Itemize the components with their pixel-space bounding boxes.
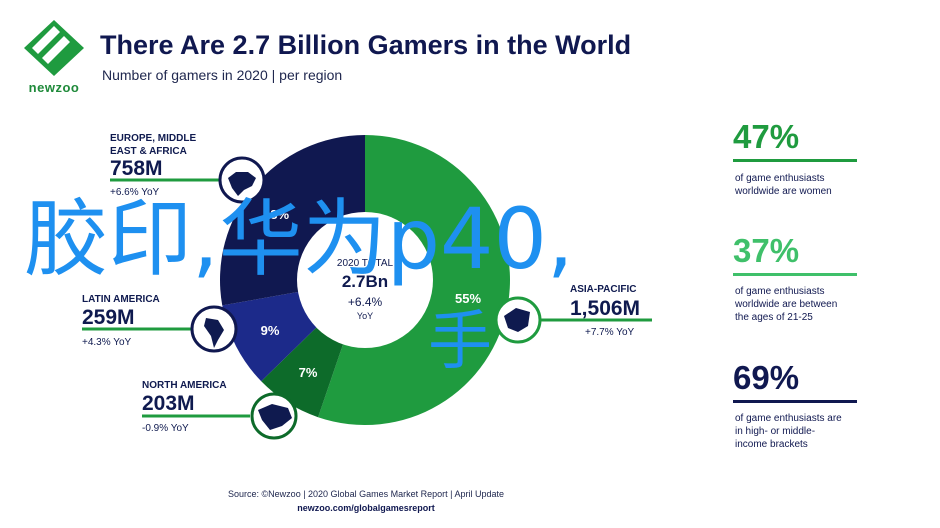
fact-age-line2: worldwide are between (735, 299, 838, 310)
apac-map-icon (494, 296, 542, 344)
center-total: 2.7Bn (341, 272, 389, 291)
donut-hole (297, 212, 433, 348)
emea-region-growth: +6.6% YoY (110, 187, 160, 198)
apac-region-name: ASIA-PACIFIC (570, 284, 637, 295)
fact-income-line1: of game enthusiasts are (735, 413, 842, 424)
na-percent-label: 7% (298, 365, 318, 380)
na-region-growth: -0.9% YoY (142, 423, 189, 434)
na-region-value: 203M (142, 392, 195, 415)
emea-name-line2: EAST & AFRICA (110, 146, 187, 157)
page-title: There Are 2.7 Billion Gamers in the Worl… (100, 30, 632, 60)
fact-income-divider (733, 400, 857, 403)
na-region-name: NORTH AMERICA (142, 380, 227, 391)
apac-region-growth: +7.7% YoY (585, 327, 635, 338)
center-yoy: YoY (356, 311, 374, 321)
center-label: 2020 TOTAL (336, 258, 394, 269)
apac-region-value: 1,506M (570, 297, 641, 320)
fact-income-text: of game enthusiasts are in high- or midd… (735, 412, 875, 451)
latam-region-value: 259M (82, 306, 135, 329)
fact-age-divider (733, 273, 857, 276)
center-growth: +6.4% (347, 295, 383, 309)
overlay-watermark-text: 胶印,华为p40, (24, 190, 574, 288)
fact-women-text: of game enthusiasts worldwide are women (735, 172, 875, 198)
emea-region-name: EUROPE, MIDDLE EAST & AFRICA (110, 132, 196, 158)
page-subtitle: Number of gamers in 2020 | per region (102, 67, 343, 83)
emea-percent-label: 28% (262, 207, 290, 222)
na-map-icon (250, 392, 298, 440)
fact-women-line2: worldwide are women (735, 186, 832, 197)
fact-age-line3: the ages of 21-25 (735, 312, 813, 323)
latam-percent-label: 9% (260, 323, 280, 338)
latam-map-icon (190, 305, 238, 353)
apac-percent-label: 55% (454, 291, 482, 306)
fact-income-line2: in high- or middle- (735, 426, 816, 437)
emea-name-line1: EUROPE, MIDDLE (110, 133, 197, 144)
fact-women-line1: of game enthusiasts (735, 173, 825, 184)
source-note: Source: ©Newzoo | 2020 Global Games Mark… (228, 489, 504, 499)
overlay-watermark-text-2: 手 (428, 305, 492, 379)
emea-region-value: 758M (110, 157, 163, 180)
fact-women-value: 47% (733, 118, 800, 155)
fact-age-text: of game enthusiasts worldwide are betwee… (735, 285, 875, 324)
fact-age-line1: of game enthusiasts (735, 286, 825, 297)
newzoo-logo-icon (24, 20, 84, 76)
fact-age-value: 37% (733, 232, 800, 269)
latam-region-growth: +4.3% YoY (82, 337, 132, 348)
fact-women-divider (733, 159, 857, 162)
fact-income-line3: income brackets (735, 439, 808, 450)
source-url: newzoo.com/globalgamesreport (297, 503, 435, 513)
fact-income-value: 69% (733, 359, 800, 396)
emea-map-icon (218, 156, 266, 204)
latam-region-name: LATIN AMERICA (82, 294, 160, 305)
logo-text: newzoo (28, 80, 80, 95)
